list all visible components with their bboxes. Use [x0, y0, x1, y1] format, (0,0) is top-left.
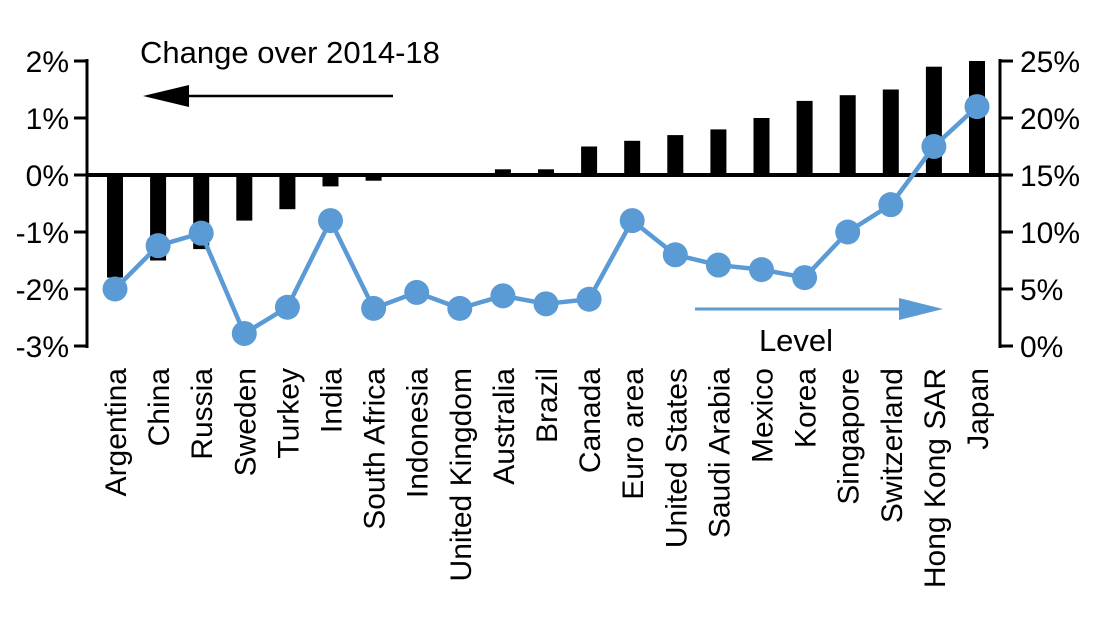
bar-switzerland	[882, 89, 899, 175]
right-axis-tick-label: 15%	[1020, 160, 1080, 193]
level-dot-japan	[964, 94, 990, 120]
category-label: Switzerland	[876, 368, 909, 523]
bar-brazil	[538, 169, 554, 175]
left-axis-tick-label: -3%	[16, 331, 69, 364]
right-axis-tick-label: 20%	[1020, 103, 1080, 136]
level-dot-australia	[490, 283, 516, 309]
level-dot-euro-area	[619, 208, 645, 234]
level-dot-united-states	[662, 242, 688, 268]
category-label: Canada	[574, 368, 607, 473]
category-label: United States	[660, 368, 693, 548]
bar-united-states	[667, 135, 684, 175]
bar-india	[322, 175, 339, 187]
level-dot-turkey	[274, 294, 300, 320]
left-axis-tick-label: -1%	[16, 217, 69, 250]
bar-mexico	[753, 118, 770, 175]
category-label: Saudi Arabia	[703, 368, 736, 538]
bar-australia	[494, 169, 511, 175]
level-dot-canada	[576, 286, 602, 312]
left-axis-tick-label: 2%	[26, 46, 69, 79]
bar-canada	[581, 146, 598, 175]
bar-south-africa	[365, 175, 382, 181]
bar-argentina	[107, 175, 123, 278]
right-axis-tick-label: 0%	[1020, 331, 1063, 364]
level-dot-saudi-arabia	[705, 252, 731, 278]
level-dot-singapore	[835, 219, 861, 245]
left-arrow-head-icon	[143, 85, 189, 107]
category-label: Japan	[962, 368, 995, 450]
left-series-annotation-label: Change over 2014-18	[140, 35, 440, 70]
category-label: Sweden	[229, 368, 262, 476]
level-dot-mexico	[749, 257, 774, 283]
level-dot-sweden	[231, 320, 257, 346]
category-label: India	[316, 368, 349, 433]
category-label: Indonesia	[402, 368, 435, 498]
bar-turkey	[279, 175, 296, 210]
left-axis-tick-label: 0%	[26, 160, 69, 193]
bar-euro-area	[624, 140, 641, 175]
level-dot-korea	[792, 265, 818, 291]
bar-sweden	[236, 175, 253, 221]
level-dot-hong-kong-sar	[921, 134, 947, 159]
category-label: Russia	[186, 368, 219, 460]
category-label: Australia	[488, 368, 521, 485]
level-dot-china	[145, 233, 171, 259]
level-dot-switzerland	[878, 192, 904, 218]
left-axis-tick-label: 1%	[26, 103, 69, 136]
category-label: South Africa	[359, 368, 392, 530]
level-dot-india	[318, 208, 343, 234]
right-arrow-head-icon	[899, 298, 943, 320]
category-label: Korea	[790, 368, 823, 448]
bar-singapore	[839, 95, 856, 175]
category-label: Euro area	[617, 368, 650, 500]
category-label: Singapore	[833, 368, 866, 505]
level-dot-brazil	[533, 291, 559, 317]
level-dot-indonesia	[404, 279, 430, 305]
bar-saudi-arabia	[710, 129, 727, 175]
right-axis-tick-label: 25%	[1020, 46, 1080, 79]
right-axis-tick-label: 10%	[1020, 217, 1080, 250]
category-label: Argentina	[100, 368, 133, 497]
category-label: United Kingdom	[445, 368, 478, 581]
level-dot-south-africa	[361, 295, 387, 321]
category-label: China	[143, 368, 176, 447]
right-series-annotation-label: Level	[759, 323, 833, 358]
category-label: Hong Kong SAR	[919, 368, 952, 588]
bar-korea	[796, 100, 813, 175]
category-label: Brazil	[531, 368, 564, 443]
right-axis-tick-label: 5%	[1020, 274, 1063, 307]
level-dot-argentina	[102, 276, 128, 302]
category-label: Turkey	[272, 368, 305, 459]
level-dot-russia	[188, 220, 214, 246]
category-label: Mexico	[747, 368, 780, 463]
left-axis-tick-label: -2%	[16, 274, 69, 307]
level-dot-united-kingdom	[447, 295, 473, 321]
